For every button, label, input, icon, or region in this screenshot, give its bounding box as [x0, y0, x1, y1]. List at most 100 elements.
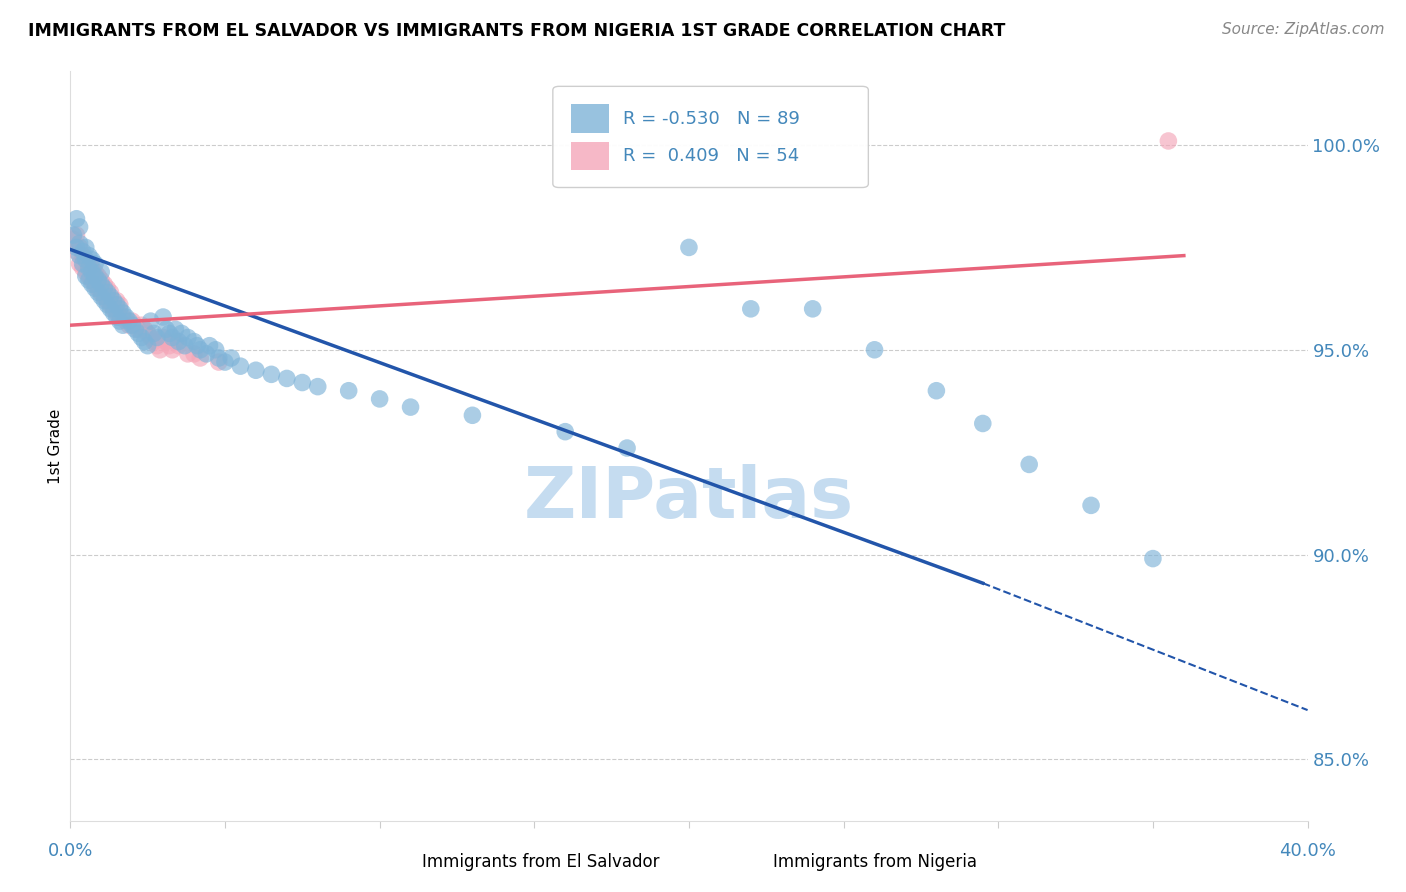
Point — [75, 240, 97, 254]
FancyBboxPatch shape — [553, 87, 869, 187]
Point — [183, 347, 205, 361]
FancyBboxPatch shape — [571, 142, 609, 170]
Point — [131, 330, 153, 344]
Point — [461, 409, 484, 423]
Point — [863, 343, 886, 357]
Point — [260, 368, 283, 382]
Point — [69, 219, 91, 234]
Point — [80, 273, 103, 287]
Point — [84, 265, 107, 279]
Point — [90, 285, 112, 300]
Text: 40.0%: 40.0% — [1279, 842, 1336, 860]
Point — [155, 334, 177, 349]
Point — [108, 310, 131, 324]
Point — [186, 339, 208, 353]
Point — [152, 310, 174, 324]
Point — [139, 330, 162, 344]
Point — [72, 257, 94, 271]
Point — [77, 273, 100, 287]
Point — [142, 326, 165, 341]
Point — [121, 314, 143, 328]
Point — [208, 351, 231, 365]
Point — [75, 265, 97, 279]
Point — [616, 441, 638, 455]
Point — [146, 330, 169, 344]
Point — [77, 260, 100, 275]
Point — [103, 301, 125, 316]
Point — [134, 322, 156, 336]
Point — [925, 384, 948, 398]
Point — [115, 310, 138, 324]
Point — [65, 244, 87, 259]
Point — [183, 334, 205, 349]
Point — [167, 339, 190, 353]
Point — [93, 293, 115, 308]
Text: R = -0.530   N = 89: R = -0.530 N = 89 — [623, 110, 800, 128]
Point — [75, 269, 97, 284]
Point — [84, 281, 107, 295]
Text: IMMIGRANTS FROM EL SALVADOR VS IMMIGRANTS FROM NIGERIA 1ST GRADE CORRELATION CHA: IMMIGRANTS FROM EL SALVADOR VS IMMIGRANT… — [28, 22, 1005, 40]
Point — [245, 363, 267, 377]
Text: ZIPatlas: ZIPatlas — [524, 464, 853, 533]
Point — [177, 330, 200, 344]
Point — [127, 326, 149, 341]
Text: 0.0%: 0.0% — [48, 842, 93, 860]
Point — [399, 400, 422, 414]
Point — [208, 355, 231, 369]
Point — [307, 379, 329, 393]
Point — [87, 273, 110, 287]
Point — [162, 343, 184, 357]
Point — [90, 289, 112, 303]
Text: Source: ZipAtlas.com: Source: ZipAtlas.com — [1222, 22, 1385, 37]
Point — [139, 314, 162, 328]
Point — [75, 252, 97, 267]
Point — [124, 318, 146, 333]
Point — [678, 240, 700, 254]
Point — [105, 306, 128, 320]
Point — [96, 285, 118, 300]
Point — [69, 249, 91, 263]
Point — [115, 314, 138, 328]
Point — [90, 265, 112, 279]
Text: Immigrants from El Salvador: Immigrants from El Salvador — [422, 853, 659, 871]
Point — [162, 330, 184, 344]
Point — [62, 232, 84, 246]
Point — [105, 298, 128, 312]
Point — [368, 392, 391, 406]
Y-axis label: 1st Grade: 1st Grade — [48, 409, 63, 483]
Point — [100, 298, 122, 312]
Point — [108, 314, 131, 328]
Point — [72, 249, 94, 263]
Point — [177, 347, 200, 361]
Point — [198, 339, 221, 353]
Point — [105, 293, 128, 308]
Point — [131, 318, 153, 333]
FancyBboxPatch shape — [738, 848, 766, 871]
Point — [65, 240, 87, 254]
Point — [136, 326, 159, 341]
Point — [103, 293, 125, 308]
Point — [111, 310, 134, 324]
Point — [1080, 499, 1102, 513]
Point — [157, 339, 180, 353]
Point — [93, 277, 115, 292]
Point — [87, 281, 110, 295]
Point — [1142, 551, 1164, 566]
Point — [121, 318, 143, 333]
Point — [229, 359, 252, 373]
Point — [65, 211, 87, 226]
Point — [111, 318, 134, 333]
Point — [740, 301, 762, 316]
Point — [276, 371, 298, 385]
Point — [96, 298, 118, 312]
Point — [337, 384, 360, 398]
Point — [204, 343, 226, 357]
Point — [93, 281, 115, 295]
Point — [972, 417, 994, 431]
Point — [146, 339, 169, 353]
Point — [69, 240, 91, 254]
Point — [127, 322, 149, 336]
Point — [136, 339, 159, 353]
Point — [84, 257, 107, 271]
Point — [62, 228, 84, 243]
